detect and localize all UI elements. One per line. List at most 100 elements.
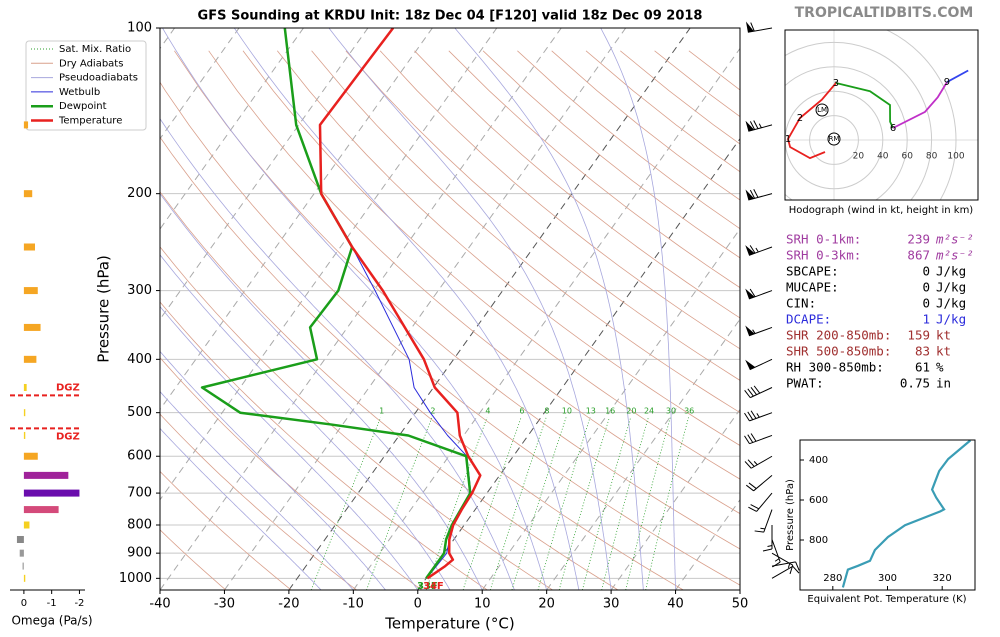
dry-adiabat — [311, 50, 740, 414]
hodo-caption: Hodograph (wind in kt, height in km) — [789, 205, 974, 216]
omega-bar — [23, 506, 59, 514]
legend-box — [25, 40, 147, 131]
hodograph-plot: 20 40 60 80 100 12 3 6 9 LM RM — [785, 30, 978, 200]
pseudoadiabat — [600, 28, 676, 590]
index-value: 239 — [907, 232, 930, 247]
index-unit: kt — [936, 344, 951, 359]
wind-barb — [745, 189, 773, 201]
hodo-trace — [892, 81, 948, 129]
hodo-height-label: 2 — [797, 113, 803, 124]
wind-barb — [745, 21, 773, 33]
hodo-ring-label: 100 — [947, 152, 964, 162]
wind-barb — [771, 561, 800, 571]
y-tick-label: 600 — [127, 449, 152, 464]
legend-label: Dry Adiabats — [59, 58, 123, 69]
dry-adiabat — [414, 50, 740, 319]
index-unit: J/kg — [936, 264, 966, 279]
x-tick-label: 0 — [414, 597, 422, 612]
omega-tick-label: 0 — [21, 598, 27, 609]
omega-bar — [23, 383, 27, 391]
mixing-ratio-line — [582, 417, 632, 590]
index-label: SRH 0-3km: — [786, 248, 861, 263]
dry-adiabat — [276, 50, 740, 446]
skewt-plot: 1 2 4 6 8 10 13 16 20 24 30 36 — [160, 28, 740, 590]
y-axis-label: Pressure (hPa) — [95, 255, 113, 363]
index-label: SHR 200-850mb: — [786, 328, 891, 343]
x-tick-label: -40 — [149, 597, 170, 612]
hodo-ring-label: 40 — [877, 152, 889, 162]
mixing-ratio-line — [366, 417, 433, 590]
x-tick-label: -10 — [343, 597, 364, 612]
omega-bar — [23, 574, 26, 582]
pseudoadiabat — [454, 28, 644, 590]
dry-adiabat — [160, 357, 423, 590]
dry-adiabat — [160, 81, 740, 586]
dry-adiabat — [174, 50, 740, 550]
x-axis-label: Temperature (°C) — [384, 615, 514, 633]
hodo-height-label: 9 — [944, 77, 950, 88]
y-tick-label: 800 — [127, 518, 152, 533]
storm-motion-marker — [815, 103, 829, 117]
brand: TROPICALTIDBITS.COM — [795, 5, 974, 21]
omega-label: Omega (Pa/s) — [11, 614, 92, 628]
wind-barb — [745, 358, 773, 371]
index-value: 83 — [915, 344, 930, 359]
y-tick-label: 900 — [127, 546, 152, 561]
theta-e-y-tick-label: 600 — [809, 495, 828, 506]
hodo-ring-label: 20 — [853, 152, 865, 162]
hodo-ring — [785, 66, 908, 200]
omega-bar — [22, 562, 24, 570]
mixing-ratio-line — [425, 417, 488, 590]
mixing-ratio-line — [625, 417, 671, 590]
omega-tick-label: -1 — [47, 598, 57, 609]
pseudoadiabat — [160, 350, 386, 590]
index-value: 0 — [922, 264, 930, 279]
pseudoadiabat — [233, 28, 580, 590]
hodo-ring — [809, 115, 859, 165]
index-label: RH 300-850mb: — [786, 360, 884, 375]
wind-barb — [744, 410, 773, 422]
omega-bar — [23, 409, 26, 417]
mixing-ratio-label: 4 — [485, 407, 490, 416]
index-label: DCAPE: — [786, 312, 831, 327]
omega-bar — [23, 521, 30, 529]
hodo-trace — [835, 82, 894, 129]
omega-bar — [23, 121, 29, 129]
mixing-ratio-label: 24 — [644, 407, 654, 416]
index-value: 867 — [907, 248, 930, 263]
pseudoadiabat — [160, 427, 322, 590]
index-unit: J/kg — [936, 296, 966, 311]
title: GFS Sounding at KRDU Init: 18z Dec 04 [F… — [198, 9, 703, 24]
dry-adiabat — [160, 470, 292, 590]
omega-bar — [23, 190, 33, 198]
theta-e-y-label: Pressure (hPa) — [785, 479, 796, 551]
dry-adiabat — [160, 246, 553, 590]
omega-bar — [23, 243, 35, 251]
dry-adiabat — [208, 50, 740, 515]
wind-barb — [745, 245, 773, 256]
hodo-height-label: 1 — [785, 134, 791, 145]
storm-motion-label: RM — [829, 135, 840, 143]
y-tick-label: 100 — [127, 21, 152, 36]
dry-adiabat — [160, 136, 684, 590]
mixing-ratio-label: 20 — [626, 407, 636, 416]
dry-adiabat — [160, 529, 227, 590]
index-label: MUCAPE: — [786, 280, 839, 295]
index-unit: in — [936, 376, 951, 391]
index-unit: kt — [936, 328, 951, 343]
mixing-ratio-line — [645, 417, 689, 590]
hodo-trace — [787, 82, 837, 160]
pseudoadiabat — [328, 28, 612, 590]
x-tick-label: 40 — [667, 597, 684, 612]
y-tick-label: 300 — [127, 283, 152, 298]
pseudoadiabat — [160, 305, 419, 590]
surface-label: 34F — [423, 581, 444, 592]
y-tick-label: 500 — [127, 405, 152, 420]
hodo-height-label: 6 — [890, 123, 896, 134]
omega-tick-label: -2 — [74, 598, 84, 609]
wind-barb — [748, 492, 773, 512]
legend-label: Dewpoint — [59, 101, 107, 112]
omega-bar — [23, 489, 80, 497]
